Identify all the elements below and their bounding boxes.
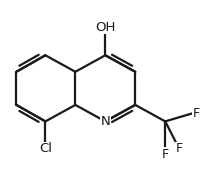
Text: F: F <box>192 107 200 120</box>
Text: F: F <box>176 142 183 155</box>
Text: F: F <box>162 148 169 161</box>
Text: N: N <box>101 115 110 128</box>
Text: Cl: Cl <box>39 142 52 155</box>
Text: OH: OH <box>95 21 116 34</box>
